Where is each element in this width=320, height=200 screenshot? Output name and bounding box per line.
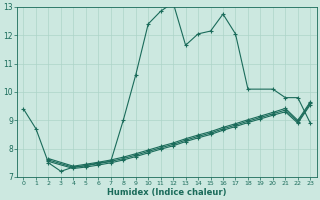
X-axis label: Humidex (Indice chaleur): Humidex (Indice chaleur): [107, 188, 227, 197]
